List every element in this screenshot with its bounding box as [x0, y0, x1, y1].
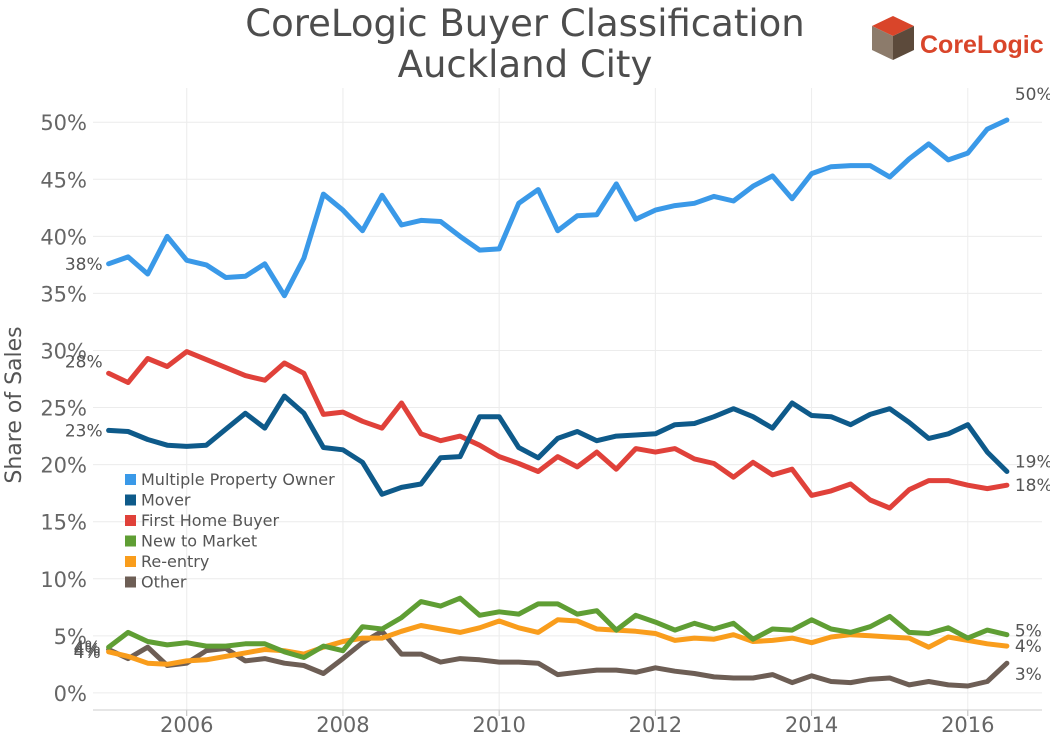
end-label-first-home-buyer: 18% [1015, 476, 1050, 496]
legend-swatch-new-to-market [125, 535, 136, 547]
y-axis-label: Share of Sales [2, 326, 27, 483]
y-tick-label: 40% [40, 225, 87, 249]
y-tick-label: 30% [40, 339, 87, 363]
y-tick-label: 15% [40, 511, 87, 535]
y-tick-label: 35% [40, 282, 87, 306]
end-label-re-entry: 4% [1015, 637, 1042, 657]
series-line-other [106, 628, 1010, 689]
series-line-new-to-market [106, 595, 1010, 660]
grid-lines [93, 88, 1042, 716]
legend-item-re-entry: Re-entry [141, 552, 209, 571]
end-label-multiple-property-owner: 50% [1015, 85, 1050, 105]
series-line-re-entry [106, 617, 1010, 667]
start-label-mover: 23% [65, 421, 103, 441]
y-tick-label: 0% [54, 682, 87, 706]
x-tick-label: 2012 [629, 713, 682, 737]
y-tick-label: 50% [40, 111, 87, 135]
logo-wordmark: CoreLogic [920, 31, 1044, 59]
legend-item-other: Other [141, 573, 187, 592]
x-tick-label: 2006 [160, 713, 213, 737]
start-label-first-home-buyer: 28% [65, 352, 103, 372]
legend-swatch-mover [125, 494, 136, 506]
series-line-mover [106, 393, 1010, 497]
start-label-other: 4% [74, 641, 101, 661]
corelogic-logo-icon [872, 16, 914, 60]
legend-item-first-home-buyer: First Home Buyer [141, 511, 280, 530]
y-tick-label: 20% [40, 454, 87, 478]
end-label-new-to-market: 5% [1015, 622, 1042, 642]
legend-swatch-re-entry [125, 556, 136, 567]
y-tick-label: 45% [40, 168, 87, 192]
y-tick-label: 10% [40, 568, 87, 592]
x-tick-label: 2010 [472, 713, 525, 737]
x-axis-ticks: 2006 2008 2010 2012 2014 2016 [160, 713, 995, 737]
start-label-new-to-market: 4% [74, 638, 101, 658]
legend-swatch-first-home-buyer [125, 515, 136, 526]
legend-swatch-multiple-property-owner [125, 474, 136, 485]
series-line-multiple-property-owner [106, 117, 1010, 299]
x-tick-label: 2008 [316, 713, 369, 737]
y-tick-label: 5% [54, 625, 87, 649]
x-tick-label: 2016 [941, 713, 994, 737]
y-axis-ticks: 0% 5% 10% 15% 20% 25% 30% 35% 40% 45% 50% [40, 111, 87, 706]
end-label-mover: 19% [1015, 452, 1050, 472]
series-end-labels: 38%50%23%19%28%18%4%5%4% 4%4%3% [65, 85, 1050, 685]
chart-subtitle: Auckland City [397, 43, 653, 86]
legend-item-multiple-property-owner: Multiple Property Owner [141, 470, 335, 489]
start-label-multiple-property-owner: 38% [65, 255, 103, 275]
legend-swatch-other [125, 576, 136, 588]
chart-title: CoreLogic Buyer Classification [245, 2, 805, 45]
series-lines [106, 117, 1010, 689]
start-label-re-entry: 4% [74, 643, 101, 663]
x-tick-label: 2014 [785, 713, 838, 737]
y-tick-label: 25% [40, 397, 87, 421]
end-label-other: 3% [1015, 665, 1042, 685]
legend-item-mover: Mover [141, 491, 191, 510]
series-line-first-home-buyer [106, 349, 1010, 511]
legend-item-new-to-market: New to Market [141, 532, 257, 551]
logo-left-face [872, 26, 893, 60]
logo-right-face [893, 26, 914, 60]
